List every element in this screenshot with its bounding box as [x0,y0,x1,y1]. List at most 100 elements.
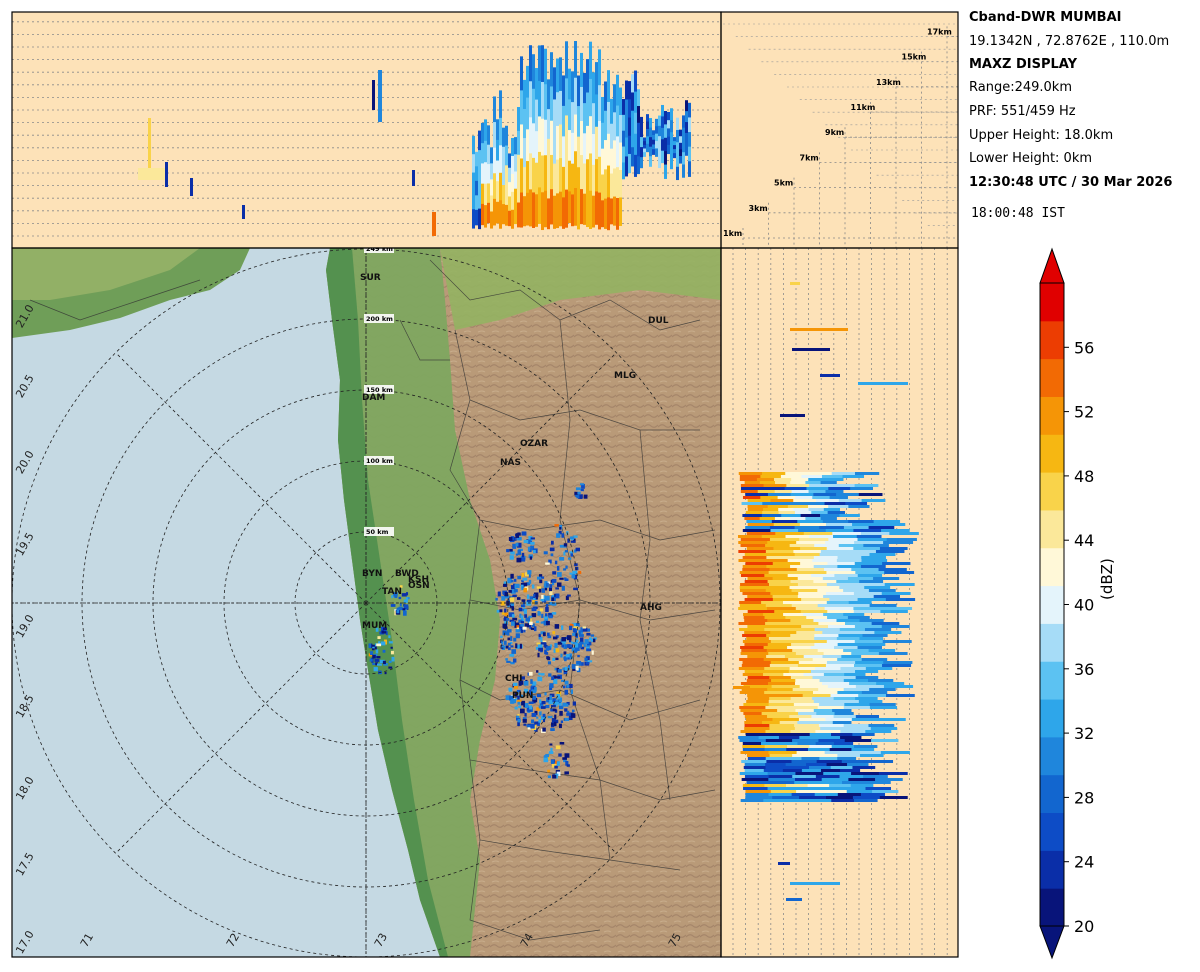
right-echo-cell [747,697,771,700]
top-echo-cell [616,105,619,138]
right-echo-cell [792,739,820,742]
map-echo-pixel [572,701,577,706]
range-text: Range:249.0km [969,80,1072,95]
range-label: 200 km [366,315,393,323]
right-echo-cell [766,565,792,568]
top-echo-cell [592,195,595,228]
map-echo-pixel [388,641,393,644]
right-echo-cell [837,757,857,760]
right-echo-cell [854,541,885,544]
map-echo-pixel [577,655,580,658]
map-echo-pixel [528,554,533,559]
right-echo-cell [802,694,832,697]
right-echo-cell [853,799,878,802]
map-echo-pixel [394,610,397,616]
map-echo-pixel [543,551,548,555]
right-echo-cell [855,571,886,574]
right-echo-cell [763,646,789,649]
map-echo-pixel [565,595,569,601]
range-label-box [364,314,394,323]
right-echo-cell [826,640,856,643]
right-echo-cell [786,484,811,487]
top-echo-cell [517,154,520,180]
right-echo-cell [814,643,839,646]
map-echo-pixel [536,670,539,673]
right-echo-cell [837,793,862,796]
right-echo-cell [833,715,857,718]
top-echo-cell [484,119,487,142]
map-echo-pixel [511,614,515,618]
map-echo-pixel [382,649,386,653]
right-echo-cell [767,772,797,775]
map-echo-pixel [502,630,507,635]
map-echo-pixel [545,581,551,584]
top-echo-cell [544,119,547,157]
map-echo-pixel [536,642,541,645]
top-echo-cell [595,191,598,225]
right-echo-cell [788,658,814,661]
map-echo-pixel [561,644,565,648]
right-echo-cell [858,700,883,703]
right-echo-cell [791,478,810,481]
map-echo-pixel [551,597,555,602]
map-echo-pixel [578,643,583,648]
top-echo-cell [607,70,610,103]
right-echo-cell [788,670,812,673]
map-echo-pixel [379,659,385,664]
range-radial [365,352,617,604]
map-echo-pixel [536,576,542,580]
right-echo-cell [862,634,888,637]
right-echo-cell [818,739,846,742]
map-echo-pixel [588,637,593,641]
map-echo-pixel [388,660,392,663]
map-echo-pixel [573,587,579,591]
right-echo-cell [809,745,833,748]
map-echo-pixel [515,553,519,556]
map-echo-pixel [529,618,532,623]
top-echo-cell [574,77,577,116]
map-echo-pixel [566,635,572,641]
right-echo-cell [745,790,772,793]
right-echo-cell [770,790,798,793]
right-echo-cell [805,481,822,484]
right-echo-cell [792,348,830,351]
top-echo-cell [535,68,538,101]
map-echo-pixel [531,712,537,717]
right-echo-cell [847,616,870,619]
map-echo-pixel [520,604,525,607]
right-echo-cell [837,658,863,661]
map-echo-pixel [561,585,565,591]
right-echo-cell [733,686,750,689]
right-echo-cell [796,541,827,544]
map-echo-pixel [552,708,557,712]
right-echo-cell [851,718,880,721]
top-echo-cell [496,160,499,183]
right-echo-cell [747,505,769,508]
map-echo-pixel [556,771,561,776]
map-echo-pixel [574,639,579,643]
right-echo-cell [763,799,787,802]
top-echo-cell [634,91,637,114]
right-echo-cell [745,796,774,799]
top-echo-cell [682,152,685,166]
right-echo-cell [843,724,870,727]
right-echo-cell [825,718,853,721]
top-echo-cell [481,203,484,226]
right-echo-cell [744,769,765,772]
right-echo-cell [813,709,834,712]
right-echo-cell [768,793,793,796]
range-label: 50 km [366,528,389,536]
map-echo-pixel [522,582,528,588]
map-echo-pixel [537,610,541,616]
right-echo-cell [765,550,795,553]
map-echo-pixel [582,626,587,629]
right-echo-cell [747,508,765,511]
top-echo-cell [562,105,565,138]
map-echo-pixel [556,533,561,538]
right-echo-cell [769,697,792,700]
right-echo-cell [772,718,800,721]
map-echo-pixel [532,695,537,700]
top-echo-cell [538,151,541,189]
top-echo-cell [535,194,538,227]
top-echo-cell [670,120,673,134]
